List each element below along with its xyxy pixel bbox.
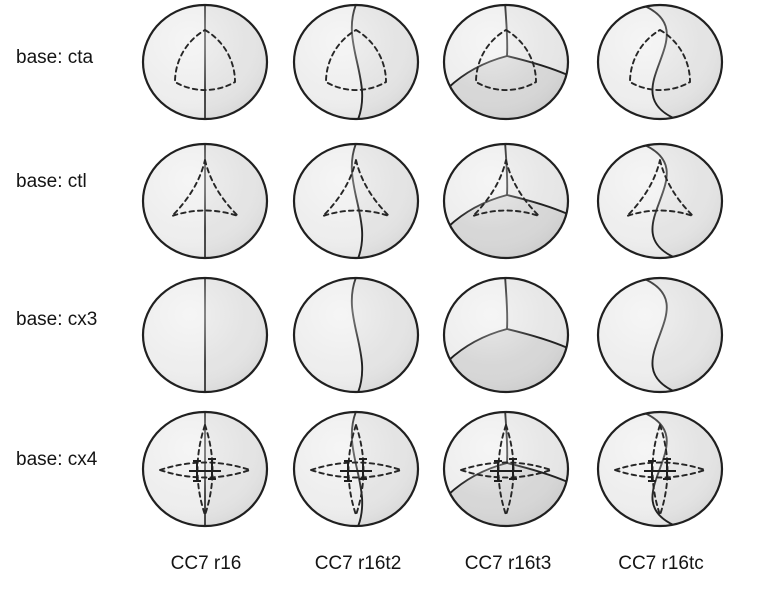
cell-cx4-r16t2 [292, 410, 420, 528]
col-label-r16: CC7 r16 [170, 553, 242, 574]
col-label-r16t3: CC7 r16t3 [464, 553, 552, 574]
cell-ctl-r16t2 [292, 142, 420, 260]
cell-cx4-r16tc [596, 410, 724, 528]
col-label-r16t2: CC7 r16t2 [314, 553, 402, 574]
row-label-cx3: base: cx3 [16, 309, 98, 330]
cell-cta-r16t2 [292, 3, 420, 121]
cell-ctl-r16tc [596, 142, 724, 260]
cell-ctl-r16t3 [442, 142, 570, 260]
cell-cx3-r16tc [596, 276, 724, 394]
row-label-cta: base: cta [16, 47, 94, 68]
cell-cx3-r16t3 [442, 276, 570, 394]
cell-cx4-r16 [141, 410, 269, 528]
row-label-ctl: base: ctl [16, 171, 87, 192]
cell-cta-r16tc [596, 3, 724, 121]
row-label-cx4: base: cx4 [16, 449, 98, 470]
cell-cx3-r16 [141, 276, 269, 394]
cell-cta-r16t3 [442, 3, 570, 121]
col-label-r16tc: CC7 r16tc [618, 553, 704, 574]
cell-cx4-r16t3 [442, 410, 570, 528]
cell-cta-r16 [141, 3, 269, 121]
cell-cx3-r16t2 [292, 276, 420, 394]
cell-ctl-r16 [141, 142, 269, 260]
